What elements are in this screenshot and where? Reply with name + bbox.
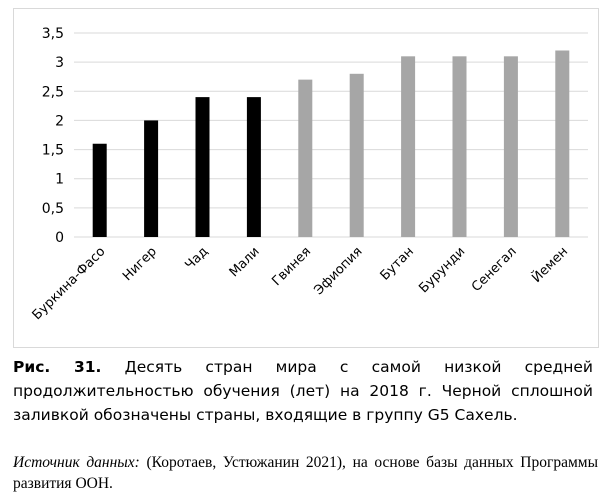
y-tick-label: 0 — [55, 230, 64, 246]
bars — [92, 50, 570, 237]
x-tick-label: Сенегал — [469, 244, 520, 295]
x-tick-label: Гвинея — [269, 244, 314, 289]
chart-frame — [13, 8, 599, 348]
x-tick-label: Нигер — [120, 244, 160, 284]
y-tick-label: 1,5 — [42, 143, 64, 159]
y-axis-ticks: 0 0,5 1 1,5 2 2,5 3 3,5 — [42, 26, 64, 246]
y-tick-label: 1 — [55, 172, 64, 188]
x-tick-label: Йемен — [529, 244, 571, 286]
gridlines — [74, 32, 588, 238]
bar-1 — [92, 143, 107, 237]
y-tick-label: 2 — [55, 113, 64, 129]
caption-text: Десять стран мира с самой низкой средней… — [13, 358, 593, 424]
x-tick-label: Буркина-Фасо — [30, 244, 109, 323]
bar-5 — [298, 79, 313, 237]
x-tick-label: Бурунди — [416, 244, 468, 296]
bar-10 — [555, 50, 570, 237]
bar-4 — [246, 97, 261, 237]
y-tick-label: 0,5 — [42, 201, 64, 217]
source-label: Источник данных: — [13, 454, 140, 471]
bar-2 — [144, 120, 159, 237]
y-tick-label: 3,5 — [42, 26, 64, 42]
bar-8 — [452, 56, 467, 237]
data-source-note: Источник данных: (Коротаев, Устюжанин 20… — [13, 452, 598, 494]
x-tick-label: Мали — [227, 244, 263, 280]
bar-chart: 0 0,5 1 1,5 2 2,5 3 3,5 Буркина-Фасо Нигер Чад Мал… — [30, 26, 588, 324]
x-tick-label: Бутан — [378, 244, 417, 283]
caption-label: Рис. 31. — [13, 358, 102, 376]
x-tick-label: Эфиопия — [312, 244, 366, 298]
bar-7 — [401, 56, 416, 237]
bar-3 — [195, 97, 210, 237]
figure-caption: Рис. 31. Десять стран мира с самой низко… — [13, 355, 593, 427]
bar-9 — [503, 56, 518, 237]
source-text: (Коротаев, Устюжанин 2021), на основе ба… — [13, 454, 598, 492]
y-tick-label: 2,5 — [42, 84, 64, 100]
bar-6 — [349, 73, 364, 237]
y-tick-label: 3 — [55, 55, 64, 71]
x-tick-label: Чад — [182, 244, 211, 273]
